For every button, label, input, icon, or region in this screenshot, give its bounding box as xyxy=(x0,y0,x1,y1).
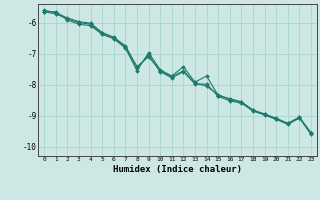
X-axis label: Humidex (Indice chaleur): Humidex (Indice chaleur) xyxy=(113,165,242,174)
